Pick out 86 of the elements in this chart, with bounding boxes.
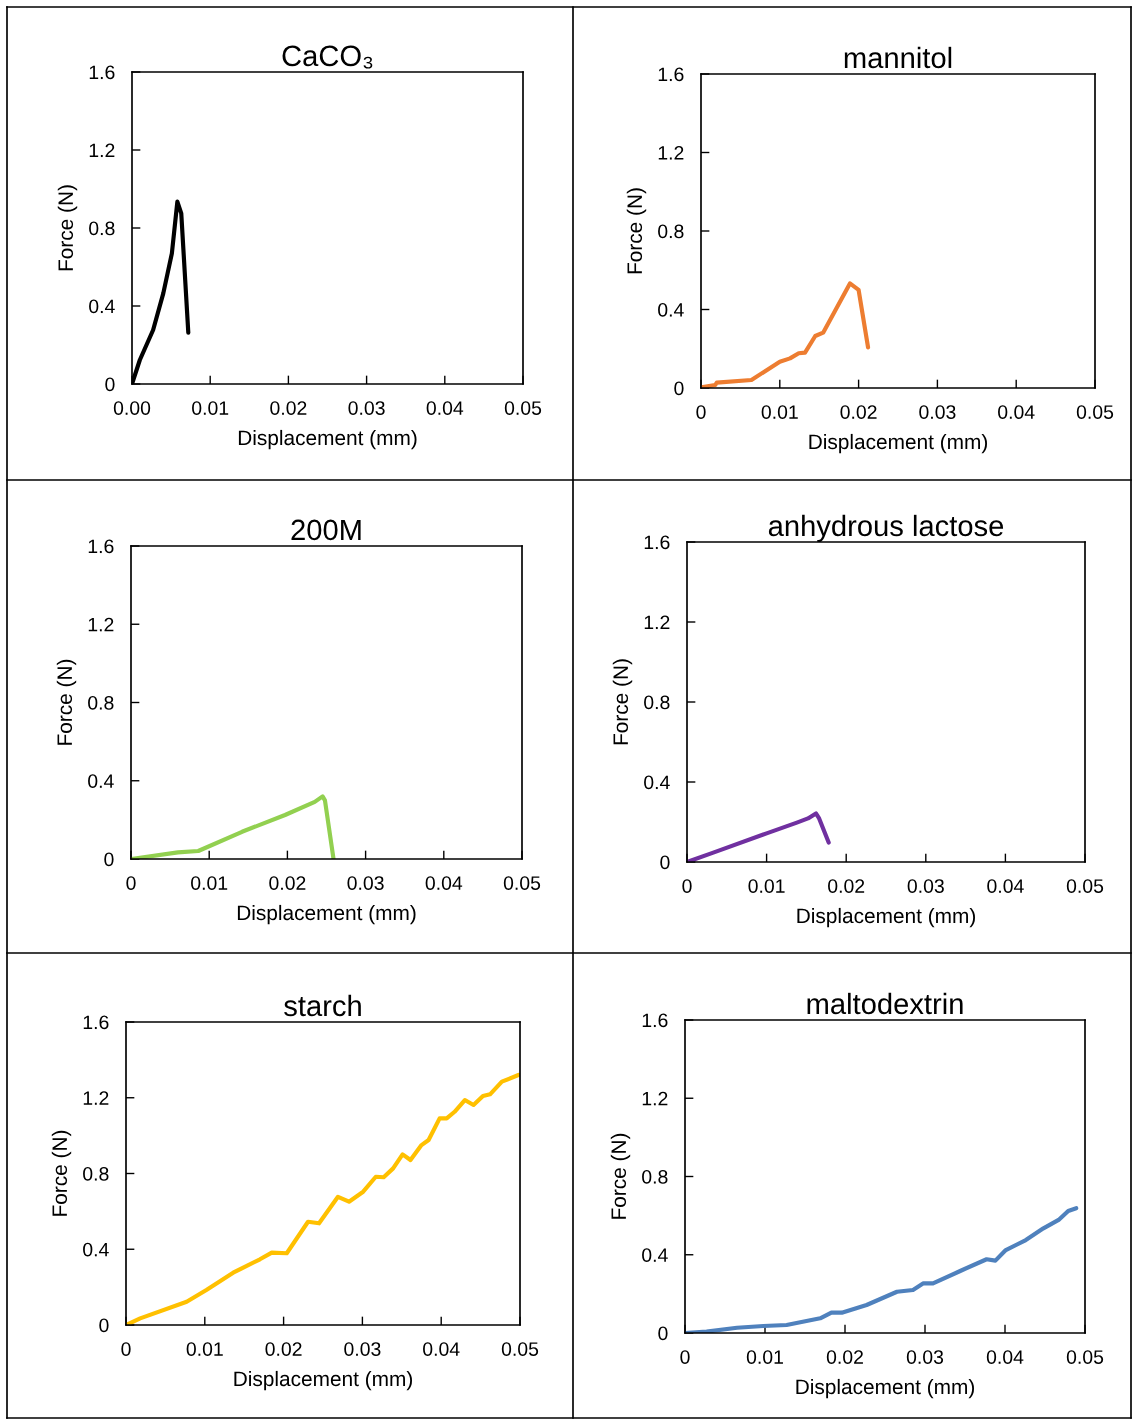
- x-tick-label: 0.02: [826, 1350, 863, 1364]
- x-tick-label: 0.02: [840, 405, 877, 419]
- line-series: [701, 281, 871, 388]
- x-tick-label: 0.05: [1066, 879, 1104, 893]
- y-tick-label: 0.4: [642, 1248, 668, 1262]
- x-tick-label: 0.04: [987, 879, 1024, 893]
- y-tick-label: 1.2: [89, 143, 115, 158]
- x-axis-title: Displacement (mm): [797, 907, 975, 928]
- chart-title: CaCO₃: [282, 45, 373, 69]
- x-tick-label: 0.04: [998, 405, 1035, 419]
- y-axis-title: Force (N): [57, 185, 78, 271]
- y-tick-label: 0.8: [89, 221, 115, 236]
- x-axis-title: Displacement (mm): [234, 1370, 412, 1391]
- x-tick-label: 0.03: [906, 1350, 944, 1364]
- y-tick-label: 0.8: [658, 224, 684, 239]
- y-tick-label: 1.2: [658, 145, 684, 160]
- x-tick-label: 0.05: [504, 401, 542, 415]
- x-tick-label: 0.03: [347, 876, 384, 890]
- y-tick-label: 0.4: [89, 299, 115, 314]
- y-tick-label: 0: [674, 381, 684, 396]
- y-tick-label: 0.4: [658, 302, 684, 317]
- y-tick-label: 1.2: [644, 615, 670, 630]
- y-tick-label: 0.8: [88, 695, 114, 710]
- x-tick-label: 0.01: [748, 879, 785, 893]
- x-tick-label: 0.04: [425, 876, 463, 890]
- line-series: [687, 811, 831, 862]
- x-tick-label: 0.02: [269, 876, 306, 890]
- y-tick-label: 0.8: [642, 1169, 668, 1184]
- x-tick-label: 0.04: [426, 401, 464, 415]
- x-tick-label: 0: [126, 876, 136, 890]
- y-axis-title: Force (N): [56, 659, 77, 745]
- chart-title: 200M: [291, 519, 361, 541]
- chart-title: maltodextrin: [807, 992, 963, 1015]
- y-tick-label: 1.2: [88, 617, 114, 632]
- x-tick-label: 0.05: [503, 876, 541, 890]
- x-tick-label: 0.03: [344, 1342, 381, 1356]
- y-tick-label: 1.2: [83, 1091, 109, 1105]
- x-axis-title: Displacement (mm): [237, 904, 416, 925]
- y-axis-title: Force (N): [626, 188, 647, 274]
- y-tick-label: 1.2: [642, 1091, 668, 1106]
- x-tick-label: 0: [121, 1342, 131, 1356]
- x-tick-label: 0.01: [746, 1350, 783, 1364]
- x-tick-label: 0.04: [423, 1342, 460, 1356]
- y-tick-label: 0.4: [83, 1242, 109, 1257]
- y-tick-label: 0.8: [83, 1166, 109, 1181]
- y-tick-label: 1.6: [642, 1013, 668, 1028]
- y-tick-label: 0.8: [644, 695, 670, 710]
- x-tick-label: 0.02: [270, 401, 307, 415]
- x-axis-title: Displacement (mm): [796, 1378, 974, 1399]
- x-tick-label: 0.01: [192, 401, 229, 415]
- x-tick-label: 0.04: [986, 1350, 1024, 1364]
- y-tick-label: 1.6: [88, 539, 114, 554]
- x-tick-label: 0.05: [501, 1342, 539, 1356]
- y-tick-label: 1.6: [83, 1015, 109, 1030]
- x-tick-label: 0.05: [1076, 405, 1114, 419]
- y-tick-label: 0.4: [644, 775, 670, 790]
- x-axis-title: Displacement (mm): [809, 433, 987, 454]
- x-tick-label: 0.03: [907, 879, 944, 893]
- x-tick-label: 0.01: [761, 405, 798, 419]
- x-axis-title: Displacement (mm): [238, 429, 417, 450]
- chart-title: anhydrous lactose: [768, 514, 1004, 542]
- x-tick-label: 0.05: [1066, 1350, 1104, 1364]
- chart-title: starch: [284, 994, 361, 1017]
- y-tick-label: 0: [104, 852, 114, 867]
- y-tick-label: 1.6: [89, 65, 115, 80]
- x-tick-label: 0.03: [919, 405, 956, 419]
- chart-title: mannitol: [844, 46, 952, 69]
- x-tick-label: 0.00: [113, 401, 151, 415]
- y-tick-label: 1.6: [644, 535, 670, 550]
- y-tick-label: 0: [105, 377, 115, 392]
- y-tick-label: 0: [99, 1318, 109, 1333]
- x-tick-label: 0.02: [828, 879, 865, 893]
- line-series: [685, 1206, 1079, 1333]
- y-axis-title: Force (N): [51, 1130, 72, 1216]
- x-tick-label: 0.02: [265, 1342, 302, 1356]
- line-series: [131, 794, 336, 859]
- x-tick-label: 0.01: [191, 876, 228, 890]
- y-tick-label: 0.4: [88, 774, 114, 788]
- x-tick-label: 0: [696, 405, 706, 419]
- y-tick-label: 0: [658, 1326, 668, 1341]
- y-axis-title: Force (N): [610, 1133, 631, 1219]
- x-tick-label: 0.01: [186, 1342, 223, 1356]
- y-tick-label: 1.6: [658, 67, 684, 82]
- y-axis-title: Force (N): [612, 659, 633, 745]
- y-tick-label: 0: [660, 855, 670, 870]
- x-tick-label: 0.03: [348, 401, 385, 415]
